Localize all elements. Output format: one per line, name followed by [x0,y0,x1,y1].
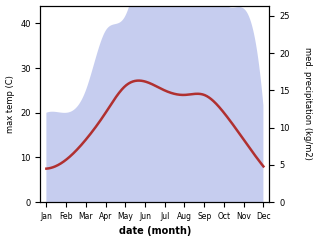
X-axis label: date (month): date (month) [119,227,191,236]
Y-axis label: max temp (C): max temp (C) [5,75,15,133]
Y-axis label: med. precipitation (kg/m2): med. precipitation (kg/m2) [303,47,313,160]
